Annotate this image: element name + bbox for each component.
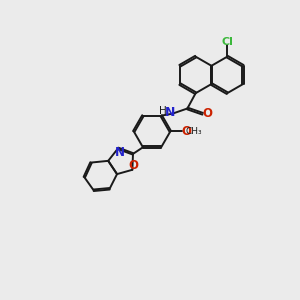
Text: CH₃: CH₃ [186,127,202,136]
Text: O: O [181,125,191,138]
Text: N: N [115,146,125,159]
Text: O: O [128,159,138,172]
Text: H: H [159,106,167,116]
Text: Cl: Cl [221,37,233,46]
Text: N: N [164,106,175,119]
Text: O: O [202,107,212,120]
